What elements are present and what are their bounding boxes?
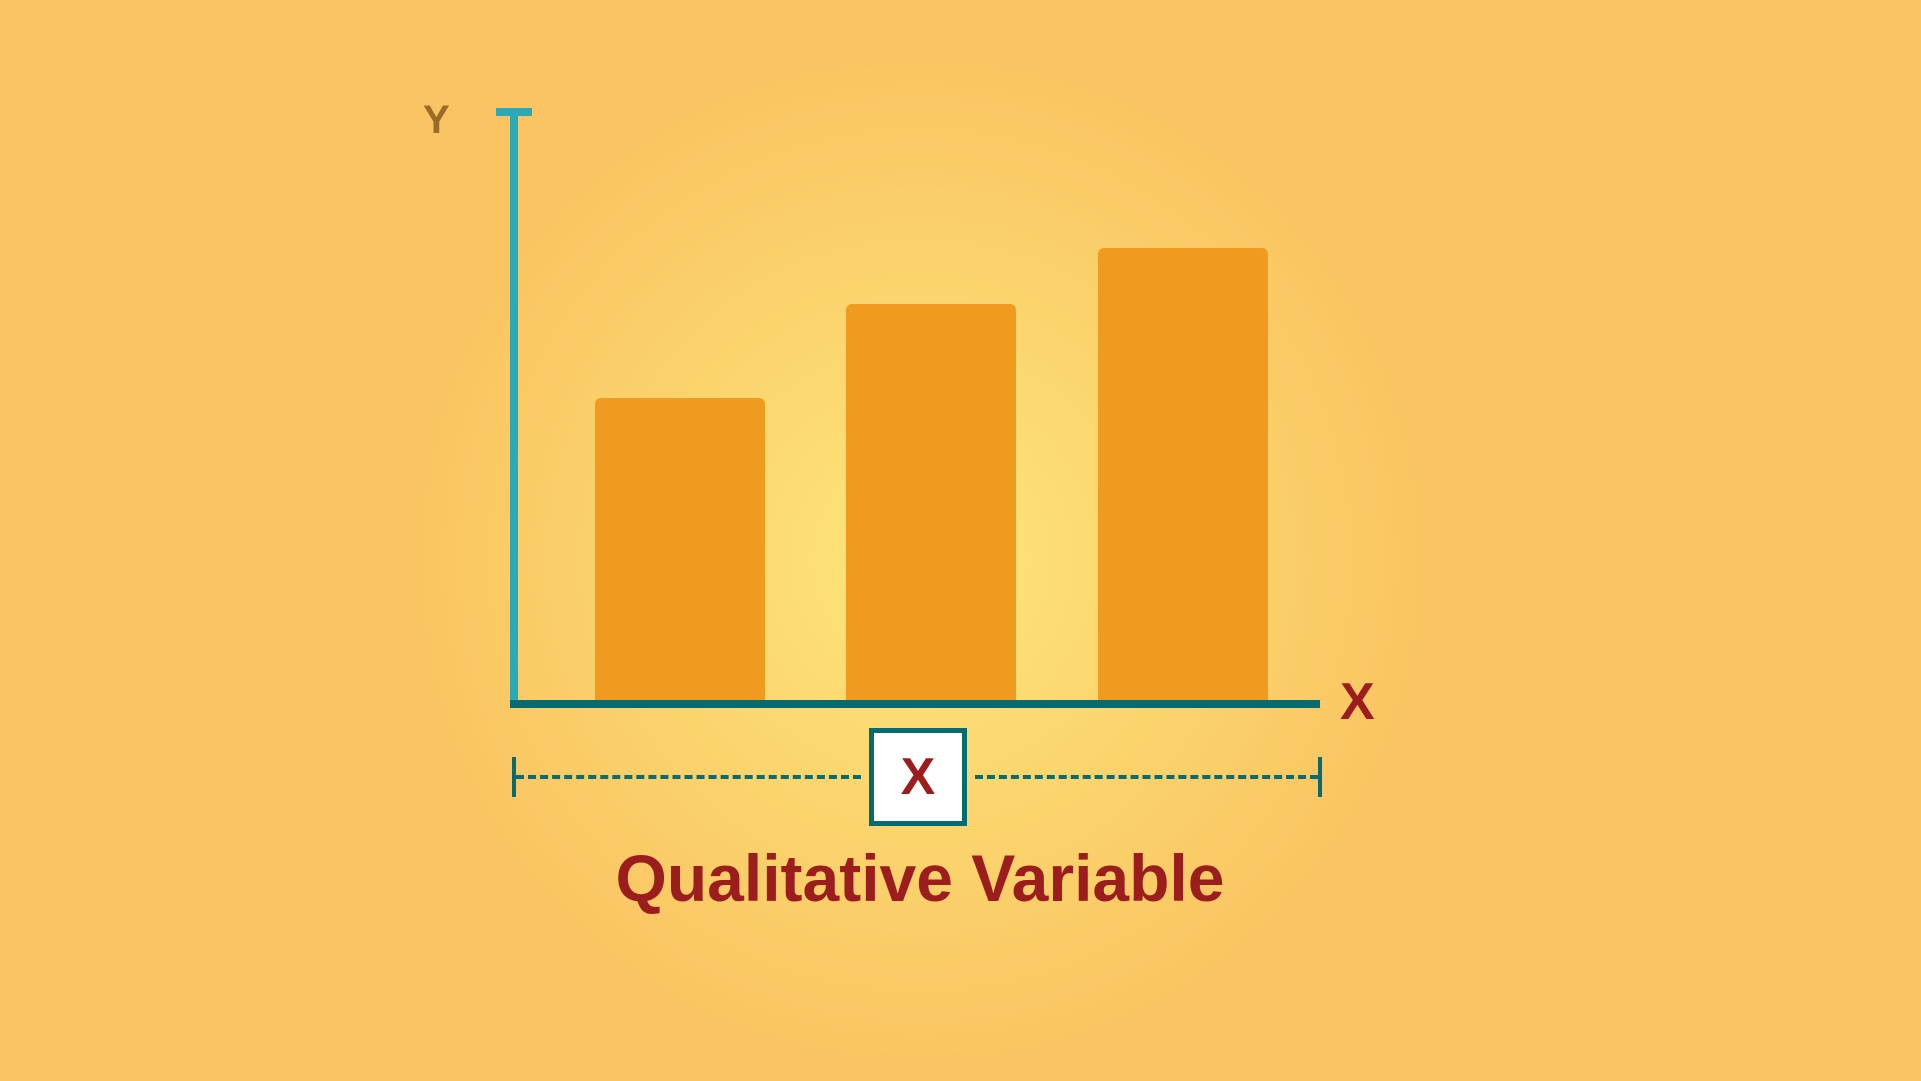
y-axis-label: Y: [423, 98, 450, 143]
bar-3: [1098, 248, 1268, 700]
y-axis-top-tick: [496, 108, 532, 116]
y-axis: [510, 108, 518, 700]
x-axis: [510, 700, 1320, 708]
chart-caption: Qualitative Variable: [616, 840, 1225, 916]
x-axis-label: X: [1340, 672, 1375, 732]
chart-canvas: Y X X Qualitative Variable: [0, 0, 1921, 1081]
range-cap-right: [1318, 757, 1322, 797]
range-dashed-line-right: [975, 775, 1318, 779]
bar-2: [846, 304, 1016, 700]
range-dashed-line-left: [516, 775, 861, 779]
bar-1: [595, 398, 765, 700]
x-variable-box: X: [869, 728, 967, 826]
x-variable-box-text: X: [901, 747, 936, 807]
